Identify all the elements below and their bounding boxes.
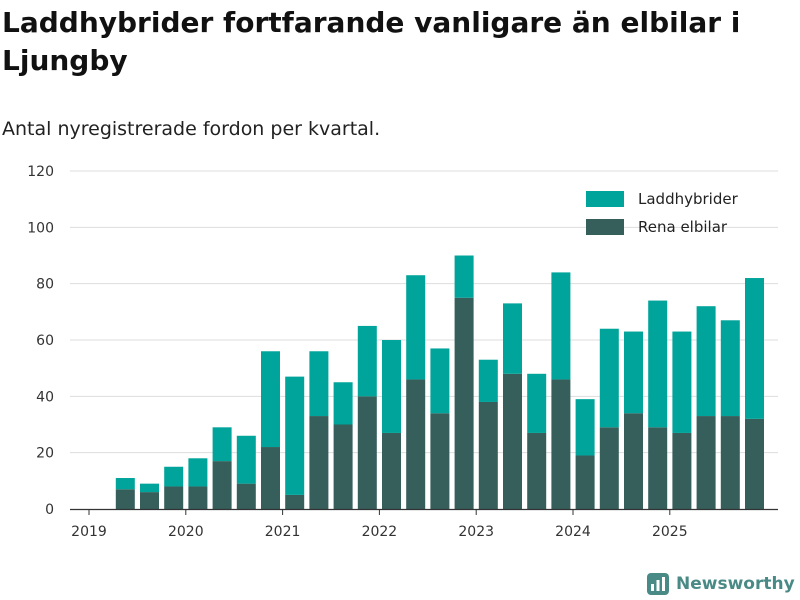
bar-laddhybrider-2023-Q4 bbox=[551, 272, 571, 380]
bar-rena-elbilar-2020-Q1 bbox=[188, 486, 208, 509]
bar-laddhybrider-2025-Q4 bbox=[745, 278, 764, 419]
bar-laddhybrider-2022-Q1 bbox=[382, 340, 401, 433]
bar-rena-elbilar-2024-Q1 bbox=[575, 455, 595, 509]
legend-label-laddhybrider: Laddhybrider bbox=[638, 190, 739, 208]
bar-rena-elbilar-2021-Q1 bbox=[285, 494, 305, 509]
x-tick-label: 2025 bbox=[652, 524, 688, 540]
bar-rena-elbilar-2025-Q3 bbox=[720, 416, 740, 509]
legend-label-rena-elbilar: Rena elbilar bbox=[638, 218, 728, 236]
bar-laddhybrider-2021-Q2 bbox=[309, 351, 329, 417]
legend-swatch-laddhybrider bbox=[586, 191, 624, 207]
bar-laddhybrider-2020-Q3 bbox=[236, 435, 256, 484]
bar-series bbox=[115, 255, 764, 509]
bar-laddhybrider-2019-Q2 bbox=[115, 478, 135, 490]
bar-rena-elbilar-2020-Q2 bbox=[212, 461, 232, 509]
bar-rena-elbilar-2022-Q1 bbox=[382, 432, 401, 509]
bar-laddhybrider-2021-Q1 bbox=[285, 376, 305, 495]
bar-laddhybrider-2020-Q4 bbox=[261, 351, 280, 448]
x-tick-label: 2023 bbox=[458, 524, 494, 540]
bar-rena-elbilar-2025-Q1 bbox=[672, 432, 692, 509]
bar-rena-elbilar-2021-Q2 bbox=[309, 416, 329, 509]
legend-swatch-rena-elbilar bbox=[586, 219, 624, 235]
brand-name: Newsworthy bbox=[676, 574, 795, 594]
bar-rena-elbilar-2023-Q2 bbox=[503, 373, 522, 509]
bar-rena-elbilar-2022-Q4 bbox=[454, 297, 474, 509]
bar-laddhybrider-2024-Q4 bbox=[648, 300, 668, 428]
bar-rena-elbilar-2019-Q2 bbox=[115, 489, 135, 509]
bar-laddhybrider-2022-Q3 bbox=[430, 348, 450, 414]
bar-rena-elbilar-2022-Q3 bbox=[430, 413, 450, 509]
y-tick-label: 60 bbox=[36, 333, 54, 349]
bar-rena-elbilar-2024-Q4 bbox=[648, 427, 668, 509]
bar-laddhybrider-2021-Q3 bbox=[333, 382, 353, 425]
bar-laddhybrider-2025-Q2 bbox=[696, 306, 716, 417]
bar-laddhybrider-2023-Q1 bbox=[478, 359, 498, 402]
chart-title: Laddhybrider fortfarande vanligare än el… bbox=[2, 6, 741, 77]
bar-laddhybrider-2020-Q2 bbox=[212, 427, 232, 462]
legend: Laddhybrider Rena elbilar bbox=[586, 190, 739, 236]
bar-laddhybrider-2025-Q1 bbox=[672, 331, 692, 433]
bar-rena-elbilar-2023-Q3 bbox=[527, 432, 547, 509]
bar-laddhybrider-2023-Q2 bbox=[503, 303, 522, 374]
bar-rena-elbilar-2023-Q4 bbox=[551, 379, 571, 509]
newsworthy-logo-icon bbox=[647, 573, 669, 595]
bar-rena-elbilar-2020-Q3 bbox=[236, 483, 256, 509]
y-tick-label: 80 bbox=[36, 277, 54, 293]
bar-rena-elbilar-2025-Q2 bbox=[696, 416, 716, 509]
y-tick-label: 120 bbox=[27, 164, 54, 180]
bar-laddhybrider-2022-Q4 bbox=[454, 255, 474, 298]
x-axis: 2019 2020 2021 2022 2023 2024 2025 bbox=[70, 508, 778, 540]
bar-rena-elbilar-2019-Q4 bbox=[164, 486, 184, 509]
bar-rena-elbilar-2022-Q2 bbox=[406, 379, 426, 509]
bar-rena-elbilar-2021-Q4 bbox=[357, 396, 377, 509]
bar-laddhybrider-2025-Q3 bbox=[720, 320, 740, 417]
bar-laddhybrider-2019-Q4 bbox=[164, 466, 184, 487]
bar-rena-elbilar-2021-Q3 bbox=[333, 424, 353, 509]
y-axis: 0 20 40 60 80 100 120 bbox=[27, 164, 54, 518]
x-tick-label: 2021 bbox=[265, 524, 301, 540]
x-tick-label: 2024 bbox=[555, 524, 591, 540]
bar-rena-elbilar-2024-Q2 bbox=[599, 427, 619, 509]
bar-rena-elbilar-2020-Q4 bbox=[261, 447, 280, 509]
x-tick-label: 2020 bbox=[168, 524, 204, 540]
bar-rena-elbilar-2019-Q3 bbox=[140, 492, 159, 509]
bar-rena-elbilar-2023-Q1 bbox=[478, 401, 498, 509]
bar-laddhybrider-2022-Q2 bbox=[406, 275, 426, 380]
bar-rena-elbilar-2025-Q4 bbox=[745, 418, 764, 509]
bar-laddhybrider-2023-Q3 bbox=[527, 373, 547, 433]
bar-laddhybrider-2024-Q3 bbox=[624, 331, 643, 414]
bar-laddhybrider-2021-Q4 bbox=[357, 325, 377, 397]
x-tick-label: 2019 bbox=[71, 524, 107, 540]
chart-subtitle: Antal nyregistrerade fordon per kvartal. bbox=[2, 118, 381, 140]
bar-laddhybrider-2020-Q1 bbox=[188, 458, 208, 487]
y-tick-label: 100 bbox=[27, 220, 54, 236]
y-tick-label: 20 bbox=[36, 446, 54, 462]
bar-rena-elbilar-2024-Q3 bbox=[624, 413, 643, 509]
y-tick-label: 0 bbox=[45, 502, 54, 518]
brand-logo: Newsworthy bbox=[646, 570, 795, 598]
bar-laddhybrider-2019-Q3 bbox=[140, 483, 159, 493]
bar-laddhybrider-2024-Q2 bbox=[599, 328, 619, 428]
bar-laddhybrider-2024-Q1 bbox=[575, 399, 595, 456]
y-tick-label: 40 bbox=[36, 389, 54, 405]
x-tick-label: 2022 bbox=[362, 524, 398, 540]
